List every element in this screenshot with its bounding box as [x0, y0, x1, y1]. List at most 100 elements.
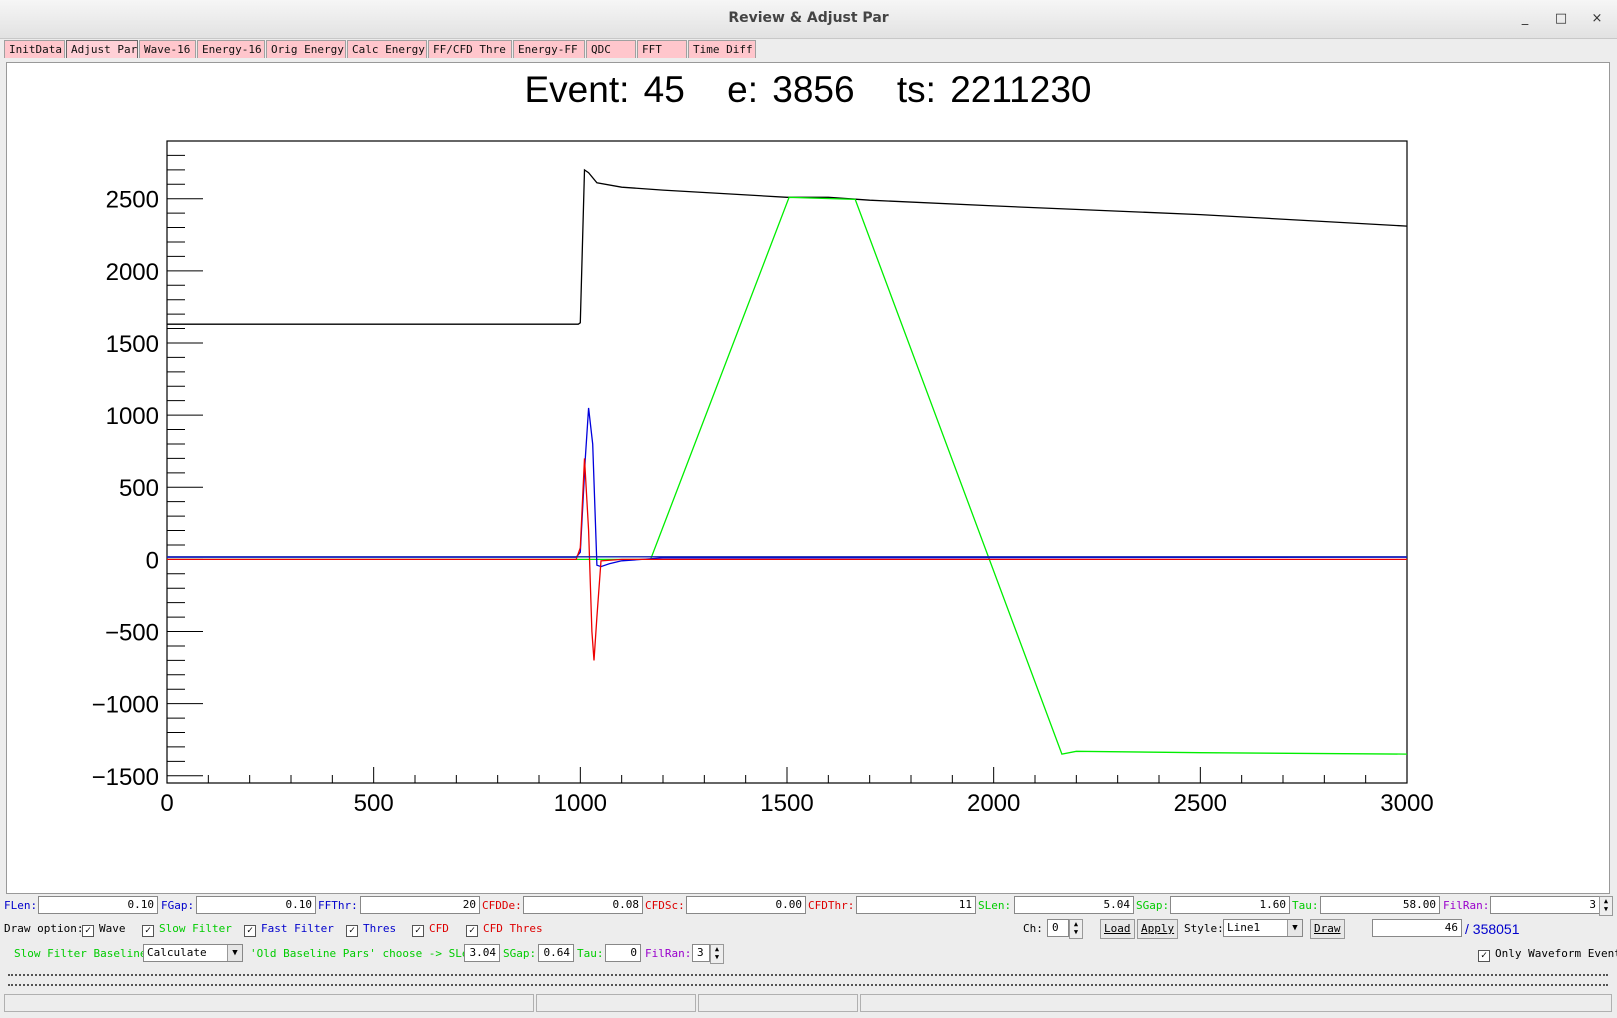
tab-wave-16[interactable]: Wave-16 [139, 40, 196, 58]
cfdde-field[interactable]: 0.08 [523, 896, 643, 914]
x-tick-label: 500 [354, 790, 394, 817]
slen-label: SLen: [978, 899, 1012, 912]
baseline-slen-field[interactable]: 3.04 [464, 944, 500, 962]
channel-label: Ch: [1023, 922, 1043, 935]
baseline-mode-value: Calculate [147, 946, 207, 959]
only-waveform-checkbox[interactable]: ✓ Only Waveform Event [1478, 947, 1617, 962]
splitter-bottom[interactable] [8, 984, 1608, 986]
tab-bar: InitData Adjust Par Wave-16 Energy-16 Or… [4, 40, 757, 59]
filran-spinner[interactable]: ▲ ▼ [1599, 896, 1613, 916]
tab-orig-energy[interactable]: Orig Energy [266, 40, 346, 58]
ffthr-field[interactable]: 20 [360, 896, 480, 914]
tab-initdata[interactable]: InitData [4, 40, 65, 58]
status-field-3 [698, 994, 858, 1012]
parameter-row: FLen: 0.10 FGap: 0.10 FFThr: 20 CFDDe: 0… [0, 896, 1617, 916]
status-field-4 [860, 994, 1612, 1012]
y-tick-label: 1000 [106, 403, 159, 430]
tab-adjust-par[interactable]: Adjust Par [66, 40, 138, 58]
y-tick-label: 2500 [106, 187, 159, 214]
flen-label: FLen: [4, 899, 38, 912]
fgap-field[interactable]: 0.10 [196, 896, 316, 914]
draw-option-label: Draw option: [4, 922, 84, 935]
y-tick-label: 2000 [106, 259, 159, 286]
y-tick-label: 1500 [106, 331, 159, 358]
cfdthr-field[interactable]: 11 [856, 896, 976, 914]
filran-label: FilRan: [1443, 899, 1490, 912]
event-number-field[interactable]: 46 [1372, 919, 1462, 937]
tab-ff-cfd-thre[interactable]: FF/CFD Thre [428, 40, 512, 58]
fast-filter-series [167, 407, 1408, 568]
style-label: Style: [1184, 922, 1224, 935]
tab-qdc[interactable]: QDC [586, 40, 636, 58]
minimize-button[interactable]: _ [1521, 11, 1529, 26]
event-number: Event: 45 [524, 69, 685, 110]
baseline-filran-field[interactable]: 3 [692, 944, 710, 962]
waveform-chart: 0 500 1000 1500 2000 2500 3000 −1500 −1000 −500 0 5… [92, 140, 1434, 817]
event-timestamp: ts: 2211230 [896, 69, 1092, 110]
thres-checkbox-label: Thres [363, 922, 397, 935]
check-icon: ✓ [412, 925, 424, 937]
apply-button[interactable]: Apply [1137, 919, 1179, 939]
check-icon: ✓ [82, 925, 94, 937]
x-tick-label: 0 [160, 790, 173, 817]
fast-filter-checkbox[interactable]: ✓ Fast Filter [244, 922, 334, 937]
wave-checkbox[interactable]: ✓ Wave [82, 922, 126, 937]
flen-field[interactable]: 0.10 [38, 896, 158, 914]
slow-filter-checkbox[interactable]: ✓ Slow Filter [142, 922, 232, 937]
event-total-label: / 358051 [1465, 921, 1520, 937]
close-button[interactable]: × [1591, 11, 1603, 26]
plot-canvas[interactable]: Event: 45 e: 3856 ts: 2211230 0 500 1000 15… [6, 62, 1610, 894]
cfdsc-field[interactable]: 0.00 [686, 896, 806, 914]
check-icon: ✓ [244, 925, 256, 937]
chevron-down-icon: ▼ [1287, 920, 1302, 936]
cfd-thres-checkbox[interactable]: ✓ CFD Thres [466, 922, 543, 937]
status-bar [4, 994, 1612, 1012]
y-tick-label: 0 [146, 547, 159, 574]
baseline-filran-spinner[interactable]: ▲ ▼ [710, 944, 724, 964]
tab-energy-16[interactable]: Energy-16 [197, 40, 265, 58]
baseline-tau-field[interactable]: 0 [605, 944, 641, 962]
channel-field[interactable]: 0 [1047, 919, 1069, 937]
y-tick-label: −500 [105, 620, 159, 647]
y-tick-label: 500 [119, 475, 159, 502]
cfdsc-label: CFDSc: [645, 899, 685, 912]
tab-energy-ff[interactable]: Energy-FF [513, 40, 585, 58]
baseline-mode-select[interactable]: Calculate ▼ [143, 944, 243, 962]
style-select-value: Line1 [1227, 921, 1261, 934]
baseline-sgap-label: SGap: [503, 947, 537, 960]
filran-field[interactable]: 3 [1490, 896, 1600, 914]
thres-checkbox[interactable]: ✓ Thres [346, 922, 396, 937]
check-icon: ✓ [1478, 950, 1490, 962]
sgap-field[interactable]: 1.60 [1170, 896, 1290, 914]
channel-spinner[interactable]: ▲ ▼ [1069, 919, 1083, 939]
fast-filter-checkbox-label: Fast Filter [261, 922, 334, 935]
x-tick-label: 3000 [1380, 790, 1433, 817]
waveform-series [167, 168, 1408, 325]
tab-time-diff[interactable]: Time Diff [688, 40, 756, 58]
load-button[interactable]: Load [1100, 919, 1135, 939]
tab-fft[interactable]: FFT [637, 40, 687, 58]
slen-field[interactable]: 5.04 [1014, 896, 1134, 914]
y-tick-label: −1500 [92, 764, 159, 791]
tau-field[interactable]: 58.00 [1320, 896, 1440, 914]
maximize-button[interactable]: □ [1554, 11, 1568, 26]
tab-calc-energy[interactable]: Calc Energy [347, 40, 427, 58]
cfd-checkbox[interactable]: ✓ CFD [412, 922, 449, 937]
splitter-top[interactable] [8, 974, 1608, 976]
slow-filter-checkbox-label: Slow Filter [159, 922, 232, 935]
slow-filter-series [167, 196, 1408, 755]
baseline-sgap-field[interactable]: 0.64 [538, 944, 574, 962]
chevron-down-icon: ▼ [227, 945, 242, 961]
ffthr-label: FFThr: [318, 899, 358, 912]
baseline-tau-label: Tau: [577, 947, 604, 960]
only-waveform-label: Only Waveform Event [1495, 947, 1617, 960]
tau-label: Tau: [1292, 899, 1319, 912]
wave-checkbox-label: Wave [99, 922, 126, 935]
style-select[interactable]: Line1 ▼ [1223, 919, 1303, 937]
draw-button[interactable]: Draw [1310, 919, 1345, 939]
y-tick-label: −1000 [92, 692, 159, 719]
old-baseline-label: 'Old Baseline Pars' choose -> SLen: [250, 947, 482, 960]
check-icon: ✓ [346, 925, 358, 937]
cfd-thres-checkbox-label: CFD Thres [483, 922, 543, 935]
cfd-checkbox-label: CFD [429, 922, 449, 935]
